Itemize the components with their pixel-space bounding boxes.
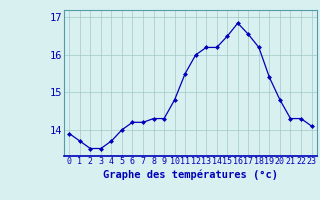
X-axis label: Graphe des températures (°c): Graphe des températures (°c) [103,169,278,180]
